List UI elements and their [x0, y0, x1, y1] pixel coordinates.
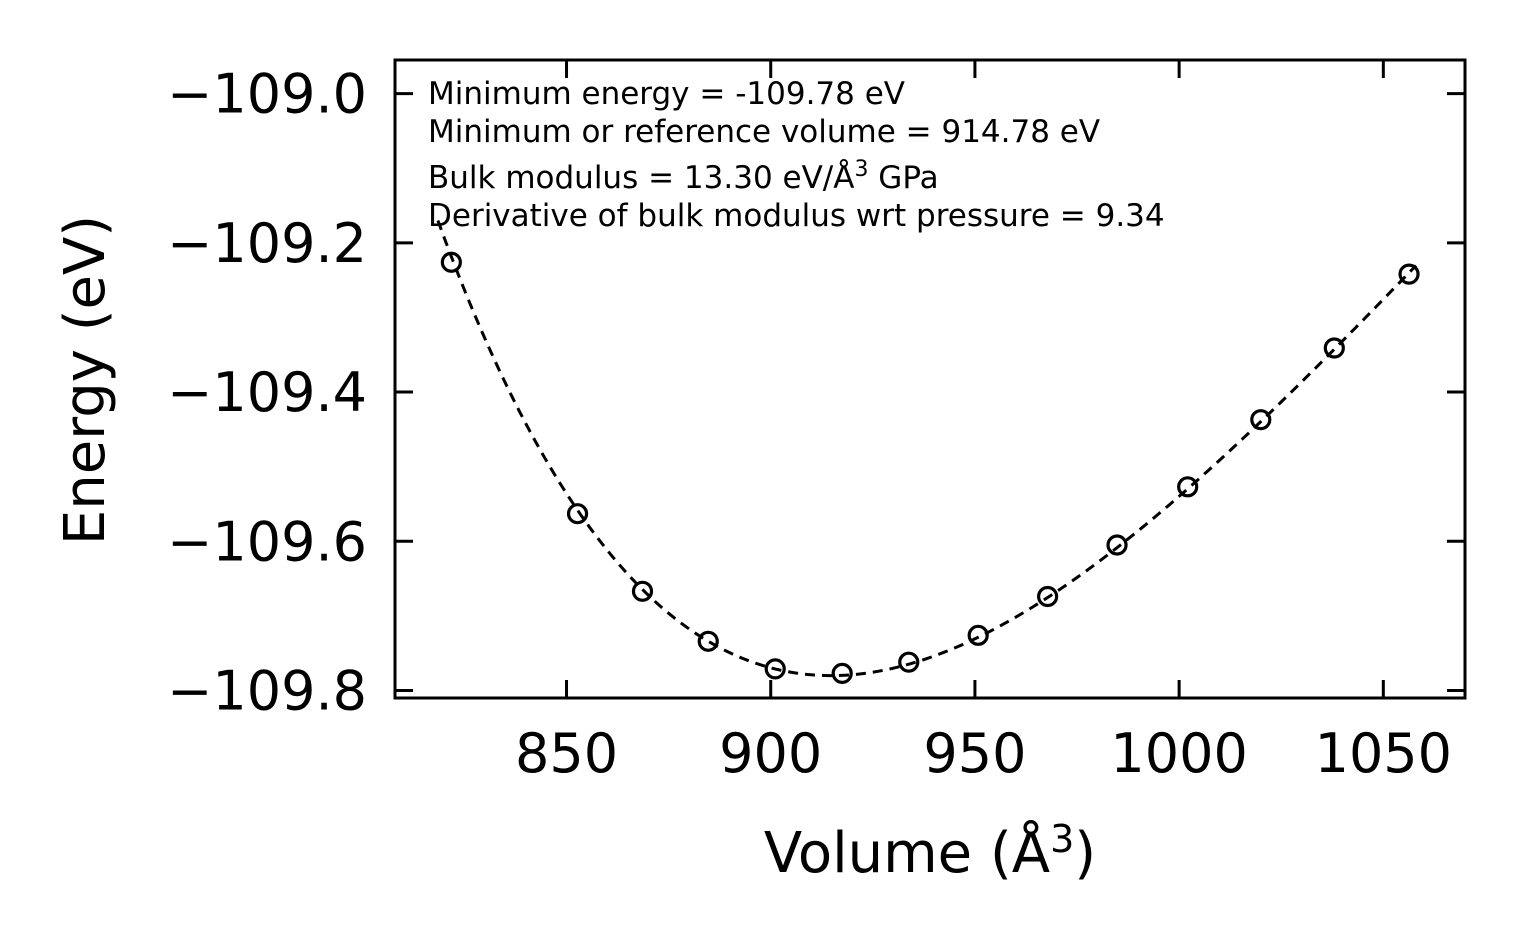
y-tick-labels: −109.0 −109.2 −109.4 −109.6 −109.8: [167, 63, 367, 723]
data-point: [1177, 476, 1199, 498]
x-tick-label: 850: [515, 722, 618, 785]
annotation-ref-volume: Minimum or reference volume = 914.78 eV: [428, 114, 1100, 150]
plot-frame: [393, 58, 1467, 700]
x-tick-label: 1050: [1315, 722, 1452, 785]
data-point: [831, 662, 853, 684]
data-point: [566, 503, 589, 525]
annotation-min-energy: Minimum energy = -109.78 eV: [428, 76, 905, 112]
y-tick-label: −109.0: [167, 63, 367, 126]
annotation-bulk-derivative: Derivative of bulk modulus wrt pressure …: [428, 198, 1165, 234]
data-point: [1250, 409, 1272, 431]
data-point: [697, 630, 719, 652]
data-point: [1398, 263, 1420, 285]
data-point: [631, 580, 654, 602]
data-point: [967, 624, 989, 646]
data-point: [764, 658, 786, 680]
data-point: [440, 251, 462, 273]
data-point: [1106, 534, 1128, 556]
x-tick-labels: 850 900 950 1000 1050: [515, 722, 1452, 785]
y-tick-label: −109.2: [167, 212, 367, 275]
y-tick-label: −109.4: [167, 361, 367, 424]
tick-marks: [395, 60, 1465, 698]
annotation-bulk-modulus: Bulk modulus = 13.30 eV/Å3 GPa: [428, 157, 939, 196]
x-axis-title: Volume (Å3): [764, 817, 1096, 886]
data-points: [440, 251, 1420, 684]
x-tick-label: 1000: [1110, 722, 1247, 785]
fit-curve: [436, 219, 1418, 678]
y-axis-title: Energy (eV): [53, 215, 118, 545]
data-point: [1323, 337, 1345, 359]
x-tick-label: 900: [719, 722, 822, 785]
data-point: [1037, 585, 1059, 608]
data-point: [898, 651, 920, 673]
y-tick-label: −109.8: [167, 660, 367, 723]
x-tick-label: 950: [923, 722, 1026, 785]
y-tick-label: −109.6: [167, 510, 367, 573]
